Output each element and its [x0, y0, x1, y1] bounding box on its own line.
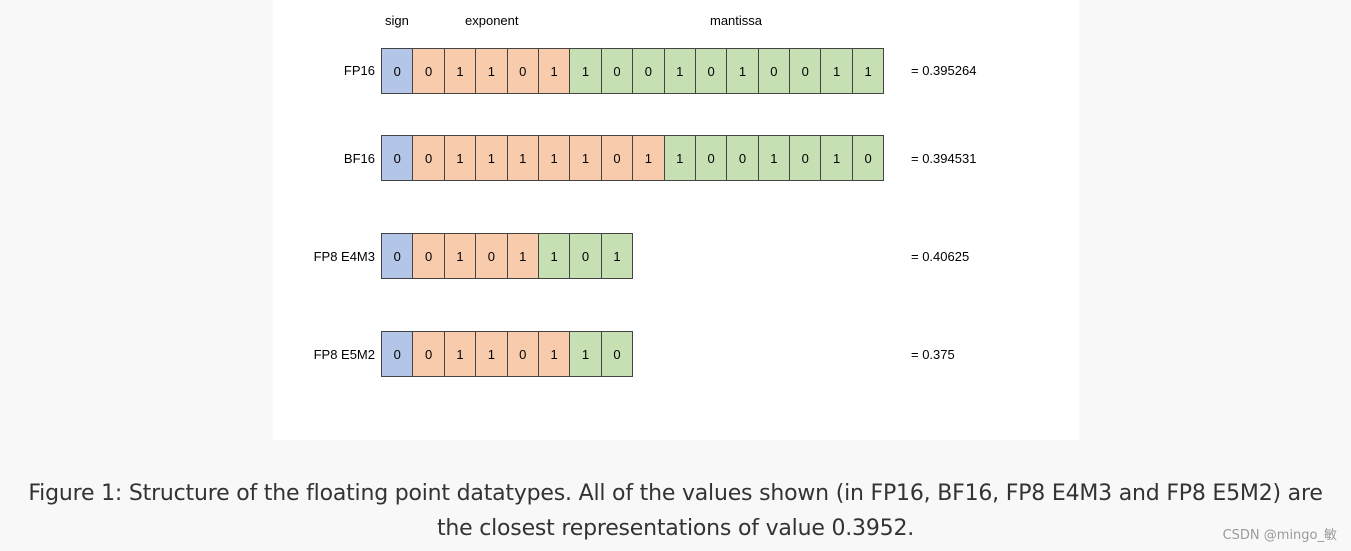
mantissa-bit-cell: 0: [633, 49, 665, 93]
caption-line-2: the closest representations of value 0.3…: [436, 516, 915, 541]
exponent-bit-cell: 1: [476, 136, 508, 180]
sign-bit-cell: 0: [382, 136, 414, 180]
exponent-bit-cell: 1: [444, 234, 477, 278]
caption-line-1: Figure 1: Structure of the floating poin…: [28, 481, 1323, 506]
exponent-bit-cell: 1: [570, 136, 602, 180]
format-label-bf16: BF16: [343, 151, 375, 166]
exponent-bit-cell: 1: [444, 49, 477, 93]
exponent-bit-cell: 0: [413, 49, 445, 93]
exponent-bit-cell: 1: [507, 234, 539, 278]
figure-caption: Figure 1: Structure of the floating poin…: [0, 476, 1351, 546]
exponent-bit-cell: 1: [538, 136, 571, 180]
mantissa-bit-cell: 1: [727, 49, 759, 93]
exponent-header: exponent: [465, 13, 519, 28]
mantissa-bit-cell: 0: [852, 136, 885, 180]
exponent-bit-cell: 1: [476, 49, 508, 93]
mantissa-bit-cell: 0: [601, 332, 634, 376]
value-fp8-e5m2: = 0.375: [911, 347, 955, 362]
mantissa-bit-cell: 1: [758, 136, 791, 180]
sign-bit-cell: 0: [382, 234, 414, 278]
mantissa-bit-cell: 1: [601, 234, 634, 278]
mantissa-bit-cell: 0: [790, 136, 822, 180]
sign-header: sign: [385, 13, 409, 28]
mantissa-bit-cell: 0: [695, 49, 728, 93]
watermark: CSDN @mingo_敏: [1222, 528, 1337, 543]
format-label-fp16: FP16: [343, 63, 375, 78]
exponent-bit-cell: 0: [413, 234, 445, 278]
exponent-bit-cell: 1: [538, 49, 571, 93]
mantissa-bit-cell: 1: [570, 332, 602, 376]
exponent-bit-cell: 0: [476, 234, 508, 278]
sign-bit-cell: 0: [382, 49, 414, 93]
mantissa-bit-cell: 0: [695, 136, 728, 180]
format-label-fp8-e4m3: FP8 E4M3: [313, 249, 375, 264]
mantissa-bit-cell: 1: [664, 136, 696, 180]
mantissa-bit-cell: 1: [664, 49, 696, 93]
mantissa-bit-cell: 1: [821, 136, 853, 180]
mantissa-bit-cell: 1: [570, 49, 602, 93]
mantissa-bit-cell: 0: [790, 49, 822, 93]
mantissa-header: mantissa: [710, 13, 763, 28]
value-fp8-e4m3: = 0.40625: [911, 249, 970, 264]
mantissa-bit-cell: 1: [821, 49, 853, 93]
exponent-bit-cell: 1: [507, 136, 539, 180]
mantissa-bit-cell: 0: [727, 136, 759, 180]
exponent-bit-cell: 1: [476, 332, 508, 376]
mantissa-bit-cell: 1: [852, 49, 885, 93]
mantissa-bit-cell: 0: [758, 49, 791, 93]
format-label-fp8-e5m2: FP8 E5M2: [313, 347, 375, 362]
exponent-bit-cell: 0: [413, 136, 445, 180]
exponent-bit-cell: 0: [507, 49, 539, 93]
exponent-bit-cell: 1: [538, 332, 571, 376]
exponent-bit-cell: 1: [444, 136, 477, 180]
mantissa-bit-cell: 0: [570, 234, 602, 278]
mantissa-bit-cell: 1: [538, 234, 571, 278]
mantissa-bit-cell: 0: [601, 49, 634, 93]
exponent-bit-cell: 1: [633, 136, 665, 180]
value-fp16: = 0.395264: [911, 63, 977, 78]
exponent-bit-cell: 0: [601, 136, 634, 180]
value-bf16: = 0.394531: [911, 151, 977, 166]
exponent-bit-cell: 0: [507, 332, 539, 376]
exponent-bit-cell: 0: [413, 332, 445, 376]
exponent-bit-cell: 1: [444, 332, 477, 376]
sign-bit-cell: 0: [382, 332, 414, 376]
